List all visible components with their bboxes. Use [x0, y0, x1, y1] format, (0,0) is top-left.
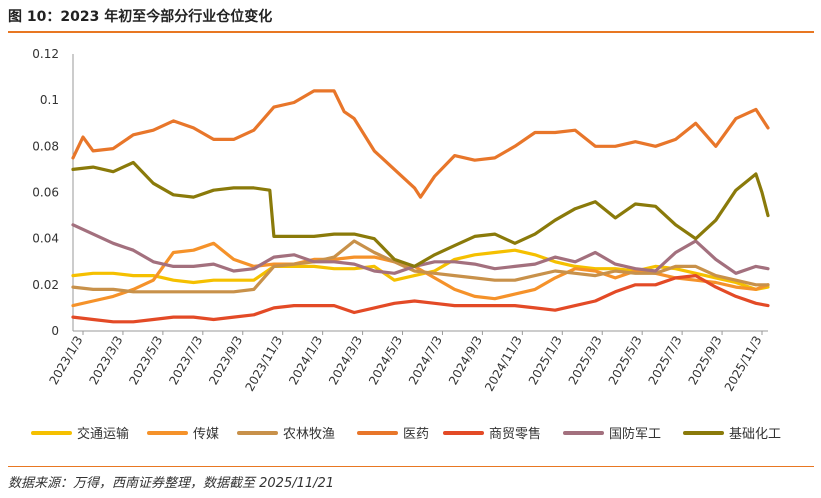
- x-ticks: 2023/1/3 2023/3/3 2023/5/3 2023/7/3 2023/9/3…: [47, 331, 765, 394]
- series-lines: [71, 89, 770, 324]
- x-tick-label: 2023/3/3: [86, 334, 125, 388]
- line-chart: 0 0.02 0.04 0.06 0.08 0.1 0.12 2023/1/3 2023/3/…: [31, 47, 781, 442]
- series-line-4: [71, 274, 770, 324]
- y-tick-label: 0.1: [40, 93, 59, 107]
- y-tick-label: 0.12: [32, 47, 59, 61]
- series-line-3: [71, 89, 770, 199]
- x-tick-label: 2025/1/3: [526, 334, 565, 388]
- series-line-6: [71, 160, 770, 268]
- x-tick-label: 2025/9/3: [686, 334, 725, 388]
- source-note: 数据来源：万得，西南证券整理，数据截至 2025/11/21: [8, 476, 335, 491]
- x-tick-label: 2023/5/3: [126, 334, 165, 388]
- x-tick-label: 2023/1/3: [47, 334, 86, 388]
- y-tick-label: 0: [51, 324, 59, 338]
- y-ticks: 0 0.02 0.04 0.06 0.08 0.1 0.12: [32, 47, 59, 338]
- x-tick-label: 2025/7/3: [646, 334, 685, 388]
- x-tick-label: 2025/5/3: [606, 334, 645, 388]
- page-title: 图 10：2023 年初至今部分行业仓位变化: [8, 9, 273, 25]
- legend-label: 传媒: [193, 427, 219, 442]
- source-rule: [8, 466, 814, 467]
- x-tick-label: 2024/5/3: [366, 334, 405, 388]
- series-line-5: [71, 223, 770, 275]
- legend-label: 医药: [403, 427, 429, 442]
- x-tick-label: 2023/7/3: [166, 334, 205, 388]
- legend-label: 交通运输: [77, 426, 129, 442]
- y-tick-label: 0.04: [32, 232, 59, 246]
- y-tick-label: 0.06: [32, 186, 59, 200]
- x-tick-label: 2024/1/3: [286, 334, 325, 388]
- y-tick-label: 0.02: [32, 278, 59, 292]
- x-tick-label: 2025/3/3: [566, 334, 605, 388]
- title-rule: [8, 31, 814, 33]
- x-tick-label: 2024/9/3: [446, 333, 485, 387]
- legend-label: 基础化工: [729, 427, 781, 442]
- x-tick-label: 2024/7/3: [406, 334, 445, 388]
- legend-label: 农林牧渔: [283, 427, 335, 442]
- x-tick-label: 2024/3/3: [326, 334, 365, 388]
- y-tick-label: 0.08: [32, 139, 59, 153]
- legend-label: 国防军工: [609, 426, 661, 442]
- x-tick-label: 2024/11/3: [482, 334, 525, 394]
- series-line-2: [71, 239, 770, 294]
- x-tick-label: 2023/11/3: [242, 334, 285, 394]
- x-tick-label: 2023/9/3: [206, 334, 245, 388]
- legend-label: 商贸零售: [489, 426, 541, 442]
- x-tick-label: 2025/11/3: [722, 334, 765, 394]
- legend: 交通运输 传媒 农林牧渔 医药 商贸零售 国防军工 基础化工: [31, 426, 781, 442]
